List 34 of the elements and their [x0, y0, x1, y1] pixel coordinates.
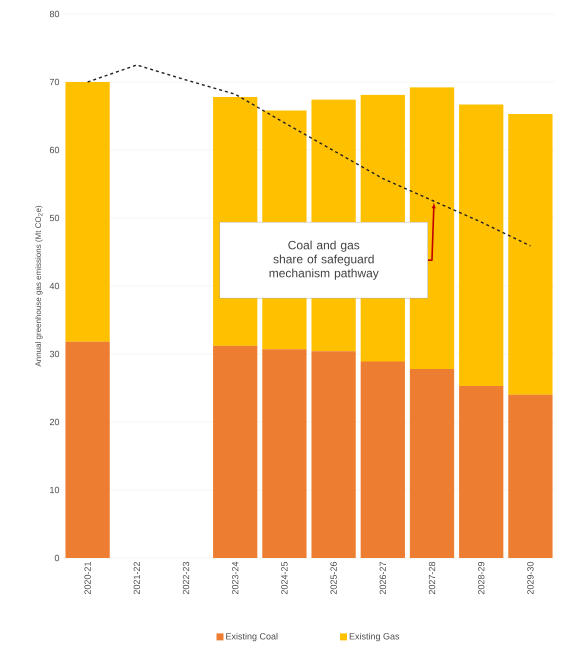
bar — [459, 386, 504, 558]
y-tick-label: 10 — [50, 486, 60, 494]
bar — [410, 368, 454, 558]
x-tick-label: 2023-24 — [232, 562, 238, 594]
x-tick-label: 2025-26 — [330, 562, 337, 594]
bar — [459, 104, 504, 386]
y-tick-label: 40 — [50, 282, 60, 290]
x-tick-label: 2021-22 — [134, 562, 140, 594]
y-axis-title: Annual greenhouse gas emissions (Mt CO$_{2}$e) — [35, 206, 43, 367]
y-tick-label: 50 — [50, 214, 60, 222]
bar — [360, 361, 405, 558]
annotation: Coal and gas share of safeguard mechanism pathway — [270, 240, 379, 280]
y-tick-label: 0 — [54, 554, 60, 562]
bar — [508, 114, 553, 395]
x-tick-label: 2029-30 — [527, 562, 534, 594]
x-tick-label: 2022-23 — [182, 562, 190, 594]
bar — [213, 346, 258, 558]
x-tick-label: 2026-27 — [380, 562, 386, 594]
legend-label: Existing Coal — [226, 632, 278, 642]
y-tick-label: 30 — [50, 350, 60, 358]
bar — [508, 394, 553, 558]
x-tick-label: 2027-28 — [428, 562, 436, 594]
x-tick-label: 2024-25 — [281, 562, 288, 594]
x-tick-label: 2028-29 — [478, 562, 484, 594]
legend-label: Existing Gas — [350, 632, 400, 642]
bar — [311, 351, 356, 558]
y-tick-label: 20 — [50, 418, 60, 426]
bar — [65, 82, 110, 342]
bar — [262, 349, 307, 558]
y-tick-label: 80 — [50, 10, 60, 18]
y-tick-label: 60 — [50, 146, 60, 154]
x-tick-label: 2020-21 — [84, 562, 91, 594]
bar — [65, 342, 110, 558]
y-tick-label: 70 — [50, 78, 60, 86]
